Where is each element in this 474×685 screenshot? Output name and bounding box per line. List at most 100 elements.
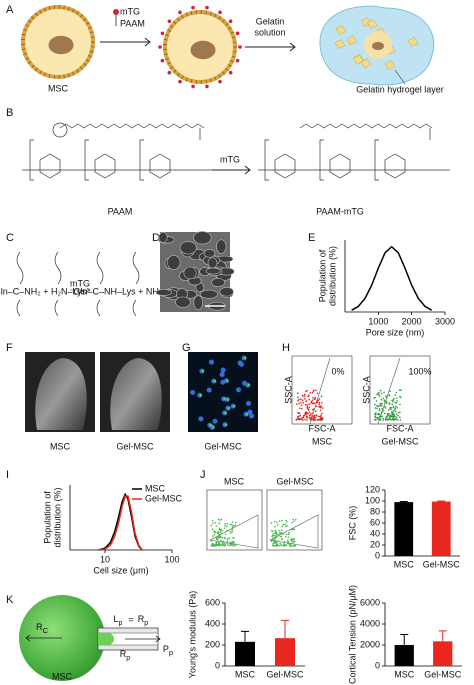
flow-dot — [220, 539, 222, 542]
flow-dot — [307, 394, 310, 397]
flow-dot — [230, 544, 232, 546]
flow-dot — [320, 414, 322, 417]
flow-dot — [218, 529, 221, 531]
flow-dot — [220, 518, 223, 521]
flow-dot — [275, 536, 278, 538]
nucleus — [372, 42, 384, 50]
flow-dot — [272, 532, 275, 535]
label: MSC — [394, 559, 415, 569]
flow-dot — [397, 414, 399, 417]
sub: p — [119, 620, 123, 627]
flow-dot — [399, 411, 401, 414]
pore — [158, 231, 168, 244]
label: D — [152, 232, 160, 244]
flow-dot — [298, 412, 301, 414]
flow-dot — [223, 527, 226, 529]
flow-dot — [299, 407, 301, 410]
chain — [16, 251, 24, 317]
flow-dot — [391, 410, 393, 413]
cell-fl — [249, 413, 255, 419]
flow-dot — [294, 545, 296, 547]
flow-dot — [385, 395, 388, 398]
nucleus — [48, 35, 74, 55]
arrow — [212, 165, 251, 175]
flow-dot — [223, 545, 226, 547]
flow-dot — [290, 539, 293, 542]
aspirated — [98, 633, 114, 645]
fragment — [335, 25, 347, 35]
label: Young's modulus (Pa) — [187, 591, 197, 678]
lipid — [76, 11, 80, 15]
flow-dot — [378, 413, 380, 415]
flow-dot — [394, 401, 396, 404]
flow-dot — [319, 419, 321, 421]
cell-sem — [35, 358, 87, 430]
flow-dot — [376, 393, 378, 396]
label: 20 — [370, 539, 380, 549]
flow-dot — [311, 399, 314, 401]
cell-fl — [206, 387, 212, 393]
lipid — [205, 79, 207, 84]
flow-dot — [211, 528, 214, 530]
lipid — [63, 5, 65, 10]
flow-dot — [319, 405, 321, 408]
flow-dot — [212, 544, 215, 547]
bracket — [139, 139, 144, 181]
fragment — [407, 37, 419, 47]
lipid — [176, 72, 180, 77]
flow-dot — [292, 528, 294, 531]
flow-dot — [311, 417, 314, 420]
label: Population of — [42, 491, 52, 544]
flow-dot — [292, 544, 294, 547]
flow-dot — [288, 533, 290, 535]
sub-label: Lp — [114, 614, 123, 626]
flow-dot — [271, 544, 274, 547]
cell-fl — [246, 400, 252, 406]
label: PAAM — [120, 18, 145, 28]
lipid — [190, 78, 193, 83]
flow-dot — [226, 540, 229, 542]
lipid — [89, 50, 94, 53]
gate — [209, 514, 259, 549]
fragment — [346, 35, 358, 46]
flow-dot — [279, 542, 281, 545]
lipid — [231, 55, 236, 58]
flow-dot — [231, 527, 234, 530]
flow-dot — [318, 415, 320, 418]
flow-dot — [300, 398, 302, 400]
lipid — [72, 8, 75, 13]
flow-dot — [386, 412, 389, 415]
label: I — [6, 469, 9, 481]
sub-label: RC — [36, 622, 49, 635]
flow-dot — [382, 417, 384, 420]
cell-fl — [219, 372, 225, 378]
main: R — [36, 622, 43, 632]
flow-dot — [282, 523, 285, 526]
lipid — [163, 38, 168, 41]
flow-dot — [321, 412, 323, 415]
flow-dot — [221, 529, 223, 532]
flow-dot — [383, 391, 385, 394]
flow-dot — [305, 390, 307, 393]
flow-dot — [218, 527, 221, 530]
flow-dot — [297, 411, 300, 414]
sugar-ring — [39, 153, 61, 179]
flow-dot — [290, 528, 293, 531]
flow-dot — [306, 419, 308, 421]
flow-dot — [378, 404, 381, 407]
flow-dot — [391, 415, 393, 418]
lipid — [209, 78, 212, 83]
lipid — [34, 12, 38, 17]
cell-fl-green — [243, 356, 247, 360]
flow-dot — [394, 415, 396, 418]
arrow — [125, 635, 161, 643]
flow-dot — [226, 529, 228, 532]
flow-dot — [218, 541, 220, 543]
flow-dot — [284, 523, 287, 526]
label: Gelatin — [256, 16, 285, 26]
flow-dot — [275, 541, 278, 544]
label: FSC (%) — [347, 506, 357, 541]
lipid — [214, 13, 217, 18]
label: Gel-MSC — [204, 441, 242, 451]
